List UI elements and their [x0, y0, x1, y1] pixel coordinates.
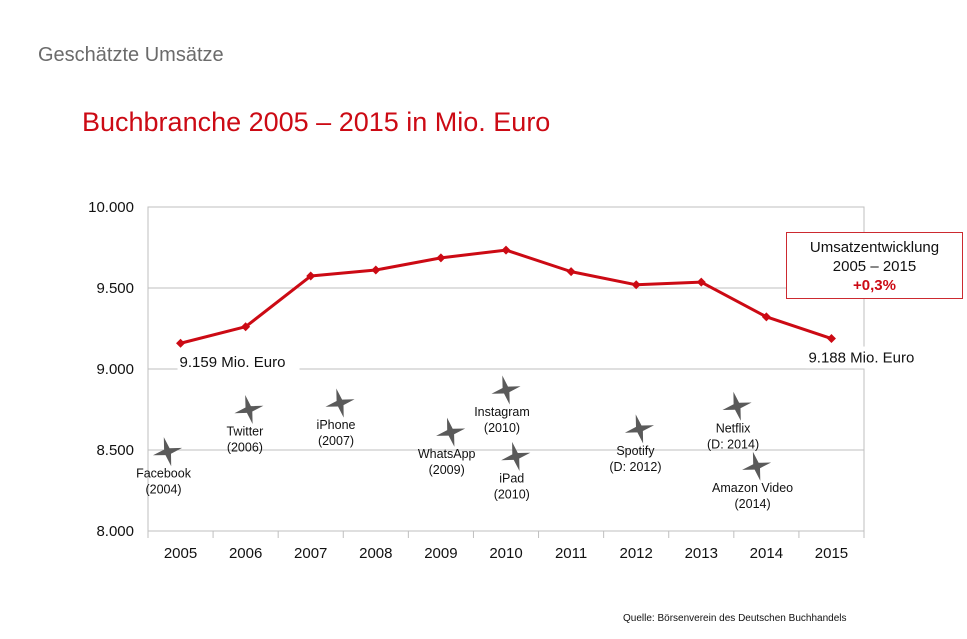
milestone-label: (2014): [735, 497, 771, 511]
x-tick-label: 2007: [294, 545, 327, 562]
chart-title: Buchbranche 2005 – 2015 in Mio. Euro: [82, 107, 551, 137]
annotations: Facebook (2004) Twitter (2006) iPhone (2007) W…: [136, 375, 793, 511]
endpoint-label-bg: [177, 351, 300, 374]
start-value-label: 9.159 Mio. Euro: [180, 354, 286, 371]
y-tick-label: 9.000: [96, 361, 134, 378]
x-tick-label: 2008: [359, 545, 392, 562]
data-point: [826, 334, 836, 344]
data-point: [306, 271, 316, 281]
milestone-label: Spotify: [616, 444, 655, 458]
milestone-label: WhatsApp: [418, 447, 476, 461]
milestone-label: Twitter: [226, 425, 263, 439]
x-tick-label: 2013: [685, 545, 718, 562]
axes: 8.000 8.500 9.000 9.500 10.000 2005 2006 2007 20…: [88, 199, 865, 562]
x-tick-label: 2012: [619, 545, 652, 562]
milestone-label: iPhone: [317, 418, 356, 432]
x-tick-label: 2010: [489, 545, 522, 562]
data-point: [241, 322, 251, 332]
y-tick-label: 10.000: [88, 199, 134, 216]
milestone-label: (2010): [484, 421, 520, 435]
data-point: [696, 277, 706, 287]
milestone-label: (2009): [429, 463, 465, 477]
grid-lines: [147, 206, 865, 532]
infobox-line1: Umsatzentwicklung: [809, 239, 940, 256]
data-point: [761, 312, 771, 322]
milestone-label: (D: 2014): [707, 437, 759, 451]
milestone-label: (2006): [227, 441, 263, 455]
x-tick-label: 2011: [555, 545, 587, 562]
infobox-change: +0,3%: [853, 277, 896, 294]
milestone-label: (2010): [494, 487, 530, 501]
x-tick-label: 2014: [750, 545, 783, 562]
milestone-star-icon: [722, 391, 752, 421]
milestone-star-icon: [153, 437, 183, 467]
y-tick-label: 8.500: [96, 442, 134, 459]
milestone-label: Netflix: [716, 421, 751, 435]
data-point: [566, 267, 576, 277]
milestone-label: iPad: [499, 471, 524, 485]
milestone-label: (2004): [145, 483, 181, 497]
milestone-label: Amazon Video: [712, 481, 793, 495]
milestone-star-icon: [501, 441, 531, 471]
growth-infobox: Umsatzentwicklung 2005 – 2015 +0,3%: [786, 232, 963, 299]
x-tick-label: 2005: [164, 545, 197, 562]
page-supertitle: Geschätzte Umsätze: [38, 44, 224, 66]
endpoint-label-bg: [805, 346, 951, 369]
milestone-label: Instagram: [474, 405, 530, 419]
series-line: [180, 248, 832, 345]
milestone-star-icon: [234, 395, 264, 424]
milestone-star-icon: [325, 388, 355, 418]
infobox-line2: 2005 – 2015: [832, 258, 917, 275]
data-point: [371, 265, 381, 275]
y-tick-label: 9.500: [96, 280, 134, 297]
end-value-label: 9.188 Mio. Euro: [808, 350, 914, 367]
x-tick-label: 2009: [424, 545, 457, 562]
y-tick-label: 8.000: [96, 523, 134, 540]
source-note: Quelle: Börsenverein des Deutschen Buchh…: [623, 613, 847, 624]
x-tick-label: 2006: [229, 545, 262, 562]
series-line-group: [176, 245, 836, 348]
data-point: [501, 245, 511, 255]
milestone-label: (D: 2012): [609, 460, 661, 474]
milestone-label: Facebook: [136, 467, 192, 481]
milestone-label: (2007): [318, 434, 354, 448]
data-point: [631, 280, 641, 290]
endpoint-labels: 9.159 Mio. Euro 9.188 Mio. Euro: [177, 346, 951, 374]
milestone-star-icon: [742, 451, 772, 481]
milestone-star-icon: [436, 417, 466, 447]
milestone-star-icon: [491, 375, 521, 405]
data-point: [176, 338, 186, 348]
data-point: [436, 253, 446, 263]
x-tick-label: 2015: [815, 545, 848, 562]
milestone-star-icon: [624, 414, 654, 444]
